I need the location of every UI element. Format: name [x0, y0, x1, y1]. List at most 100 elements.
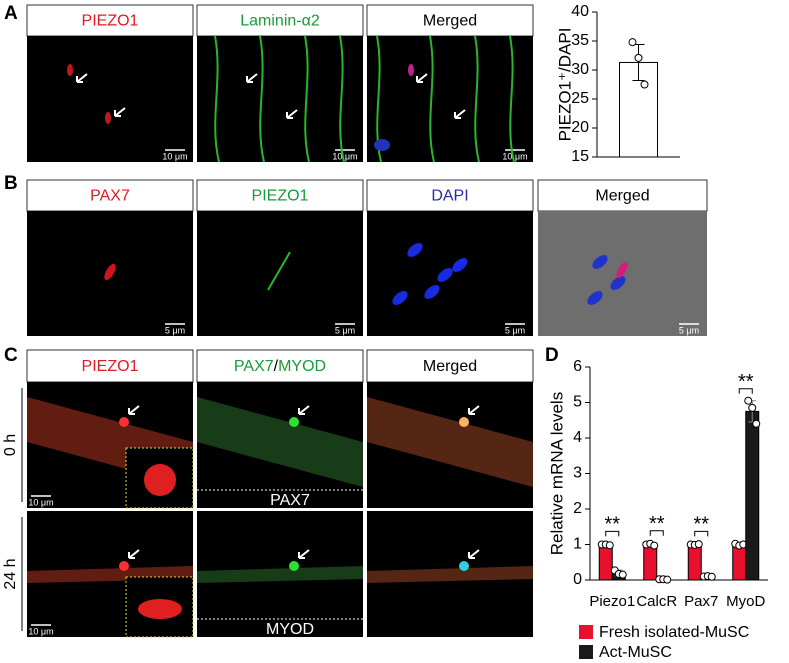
legend-swatch [579, 645, 593, 659]
cell [459, 561, 469, 571]
panel-header [196, 4, 364, 37]
panel-header-text: PAX7/MYOD [234, 358, 326, 375]
nucleus [407, 243, 423, 257]
arrow [286, 109, 298, 119]
panel-header-text: PAX7 [90, 188, 130, 205]
arrow [468, 405, 480, 415]
significance-bracket [694, 530, 709, 537]
row-label: 0 h [2, 434, 19, 456]
panel-label: C [4, 345, 18, 366]
panel-header-text: Merged [595, 188, 649, 205]
y-axis-label: Relative mRNA levels [547, 392, 566, 555]
arrow [128, 405, 140, 415]
fiber [259, 35, 265, 163]
nucleus [424, 285, 440, 299]
arrow [298, 405, 310, 415]
header-part: / [274, 358, 279, 375]
data-point [640, 80, 649, 89]
significance-label: ** [738, 371, 754, 393]
header-part: PIEZO1 [82, 358, 139, 375]
scale-bar-label: 10 μm [28, 497, 53, 507]
data-point [650, 541, 659, 550]
arrow [454, 109, 466, 119]
y-tick-label: 35 [571, 32, 589, 49]
header-part: Merged [423, 358, 477, 375]
scale-bar-label: 5 μm [679, 325, 699, 335]
nucleus [452, 258, 468, 272]
scale-bar-label: 10 μm [502, 151, 527, 161]
panel-header-text: PIEZO1 [252, 188, 309, 205]
y-tick-label: 1 [573, 536, 582, 553]
data-point [748, 403, 757, 412]
nucleus [437, 268, 453, 282]
cell [119, 417, 129, 427]
y-tick-label: 4 [573, 429, 582, 446]
significance-label: ** [649, 513, 665, 535]
panel-header [26, 4, 194, 37]
data-point [707, 572, 716, 581]
data-point [744, 396, 753, 405]
scale-bar-label: 5 μm [335, 325, 355, 335]
significance-bracket [649, 530, 664, 536]
inset-label: MYOD [266, 621, 314, 638]
significance-bracket [738, 388, 753, 394]
nucleus [587, 291, 603, 305]
bar [745, 410, 760, 581]
bar [687, 544, 702, 581]
data-point [628, 38, 637, 47]
arrow [76, 73, 88, 83]
data-point [618, 570, 627, 579]
cell [104, 263, 116, 281]
fiber [214, 35, 220, 163]
bar [643, 544, 658, 581]
panel-header-text: PIEZO1 [82, 358, 139, 375]
cell [67, 64, 73, 76]
legend-swatch [579, 625, 593, 639]
y-tick-label: 5 [573, 394, 582, 411]
legend-label: Act-MuSC [599, 644, 672, 661]
inset-label: PAX7 [270, 492, 310, 509]
arrow [468, 549, 480, 559]
panel-header [366, 179, 534, 212]
fiber [367, 397, 533, 487]
header-part: MYOD [278, 358, 326, 375]
cell [408, 64, 414, 76]
y-tick-label: 20 [571, 119, 589, 136]
bar [732, 544, 747, 581]
arrow [114, 107, 126, 117]
y-tick-label: 40 [571, 3, 589, 20]
micrograph [367, 36, 533, 162]
x-tick-label: Piezo1 [589, 593, 635, 610]
panel-header [366, 349, 534, 383]
cell [289, 561, 299, 571]
cell [616, 261, 628, 279]
panel-header [196, 179, 364, 212]
x-tick-label: MyoD [726, 593, 765, 610]
x-tick-label: Pax7 [684, 593, 718, 610]
legend-label: Fresh isolated-MuSC [599, 624, 749, 641]
fiber [509, 35, 515, 163]
arrow [246, 73, 258, 83]
y-tick-label: 6 [573, 358, 582, 375]
nucleus [592, 255, 608, 269]
nucleus [610, 276, 626, 290]
header-part: PAX7 [234, 358, 274, 375]
micrograph [197, 211, 363, 336]
row-label: 24 h [2, 558, 19, 589]
scale-bar-label: 5 μm [165, 325, 185, 335]
fiber [474, 35, 480, 163]
arrow [298, 549, 310, 559]
y-tick-label: 25 [571, 90, 589, 107]
panel-label: B [4, 173, 18, 194]
scale-bar-label: 5 μm [505, 325, 525, 335]
scale-bar-label: 10 μm [332, 151, 357, 161]
y-tick-label: 15 [571, 148, 589, 165]
y-tick-label: 3 [573, 465, 582, 482]
fiber [367, 566, 533, 583]
cell [267, 251, 291, 291]
cell [374, 139, 390, 151]
arrow [128, 549, 140, 559]
y-tick-label: 2 [573, 500, 582, 517]
inset-cell [138, 599, 182, 619]
